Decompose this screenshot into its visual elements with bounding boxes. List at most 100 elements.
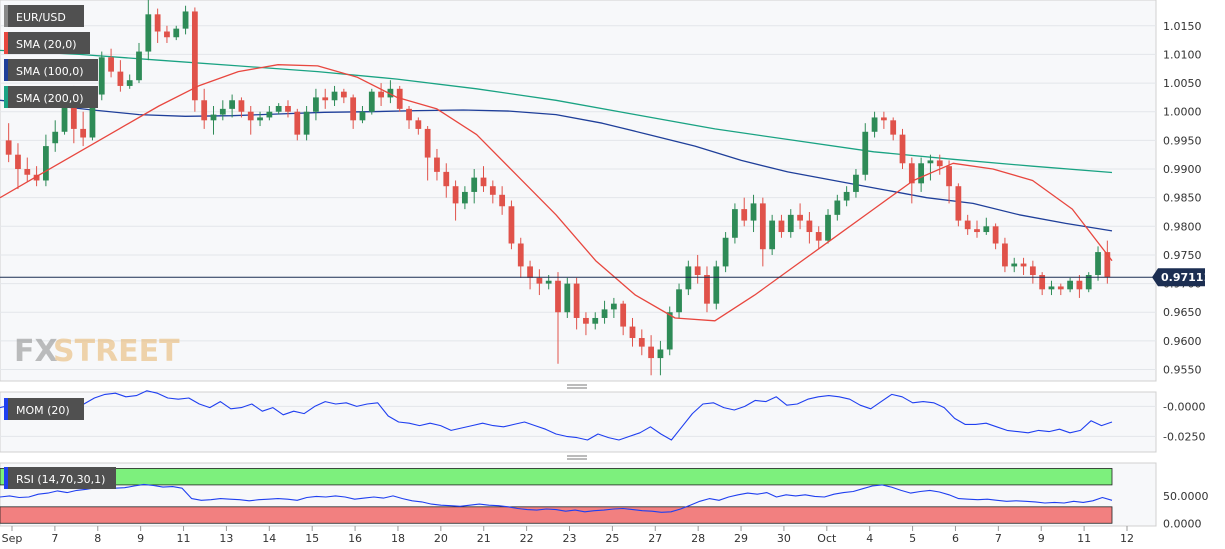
price-tick-label: 1.0050	[1163, 77, 1202, 90]
candle	[359, 111, 366, 121]
rsi-y-axis: 50.0000 0.0000	[1163, 490, 1209, 530]
candle	[592, 317, 599, 324]
candle	[1095, 252, 1101, 276]
candle	[908, 163, 915, 184]
rsi-tick-label: 0.0000	[1163, 517, 1202, 530]
pane-resize-handle-2[interactable]	[567, 455, 587, 460]
candle	[294, 111, 301, 135]
candle	[229, 100, 236, 109]
candle	[834, 200, 841, 215]
mom-badge[interactable]: MOM (20)	[4, 398, 84, 420]
candle	[489, 186, 496, 195]
candle	[564, 283, 571, 313]
rsi-badge[interactable]: RSI (14,70,30,1)	[4, 467, 116, 489]
mom-y-axis: -0.0000 -0.0250	[1163, 400, 1205, 443]
candle	[70, 105, 77, 129]
candle	[1076, 280, 1083, 290]
x-tick-label: 14	[262, 532, 276, 545]
candle	[313, 97, 319, 112]
candle	[685, 266, 692, 290]
candle	[378, 91, 384, 98]
sma-200-badge[interactable]: SMA (200,0)	[4, 86, 98, 108]
last-price-marker: 0.97111	[0, 268, 1211, 287]
candle	[750, 203, 757, 221]
x-tick-label: 21	[477, 532, 491, 545]
candle	[275, 105, 282, 112]
candle	[974, 229, 980, 233]
price-tick-label: 0.9550	[1163, 364, 1202, 377]
x-tick-label: Sep	[2, 532, 23, 545]
candle	[443, 171, 450, 187]
candle	[210, 114, 217, 121]
price-tick-label: 0.9600	[1163, 335, 1202, 348]
candle	[694, 266, 701, 276]
x-tick-label: 27	[648, 532, 662, 545]
candle	[182, 11, 189, 29]
price-y-axis: 1.0150 1.0100 1.0050 1.0000 0.9950 0.9900 0.98…	[1163, 20, 1202, 377]
candle	[462, 191, 468, 204]
candle	[1011, 263, 1018, 267]
candle	[387, 88, 394, 98]
candle	[5, 140, 12, 155]
candle	[1002, 243, 1008, 267]
x-tick-label: 11	[177, 532, 191, 545]
candle	[1104, 252, 1111, 278]
x-tick-label: 7	[51, 532, 58, 545]
candle	[638, 338, 645, 347]
price-tick-label: 0.9950	[1163, 134, 1202, 147]
x-axis: Sep 7 8 9 11 13 14 15 16 18 20 21 22 23 25 27 28 29 30 Oct 4…	[2, 526, 1134, 545]
candle	[201, 100, 208, 121]
svg-text:MOM (20): MOM (20)	[16, 404, 70, 417]
candle	[219, 108, 226, 115]
price-tick-label: 0.9800	[1163, 220, 1202, 233]
candle	[545, 280, 552, 284]
candle	[126, 80, 133, 86]
candle	[424, 128, 431, 158]
candle	[173, 28, 180, 38]
candle	[853, 174, 859, 192]
sma-20-badge[interactable]: SMA (20,0)	[4, 32, 90, 54]
pane-resize-handle-1[interactable]	[567, 384, 587, 389]
candle	[629, 326, 636, 339]
candle	[983, 226, 990, 233]
candle	[434, 157, 440, 172]
candle	[778, 220, 785, 233]
candle	[480, 177, 487, 187]
candle	[815, 232, 822, 241]
mom-tick-label: -0.0000	[1163, 400, 1205, 413]
x-tick-label: 29	[734, 532, 748, 545]
x-tick-label: 6	[952, 532, 959, 545]
candle	[89, 94, 96, 138]
candle	[452, 186, 459, 204]
symbol-badge[interactable]: EUR/USD	[4, 5, 84, 27]
candle	[117, 71, 124, 86]
candle	[1085, 275, 1092, 290]
candle	[136, 51, 142, 81]
sma-200-path	[0, 49, 1113, 174]
price-tick-label: 0.9900	[1163, 163, 1202, 176]
x-tick-label: 9	[137, 532, 144, 545]
last-price-tag	[1152, 268, 1205, 287]
candle	[61, 105, 68, 132]
candle	[238, 100, 245, 112]
candle	[955, 186, 962, 221]
candle	[52, 131, 59, 144]
rsi-zones	[0, 468, 1113, 524]
candle	[98, 57, 105, 95]
candle	[759, 203, 766, 250]
candle	[191, 11, 198, 101]
price-tick-label: 1.0150	[1163, 20, 1202, 33]
candle	[340, 91, 347, 98]
candle	[927, 160, 934, 164]
x-tick-label: 18	[391, 532, 405, 545]
candle	[787, 214, 794, 233]
candle	[1029, 266, 1036, 276]
mom-path	[0, 390, 1113, 441]
candle	[601, 309, 608, 318]
x-tick-label: 15	[305, 532, 319, 545]
candle	[610, 303, 617, 310]
candle	[648, 346, 654, 359]
sma-100-badge[interactable]: SMA (100,0)	[4, 59, 98, 81]
x-tick-label: 12	[1120, 532, 1134, 545]
